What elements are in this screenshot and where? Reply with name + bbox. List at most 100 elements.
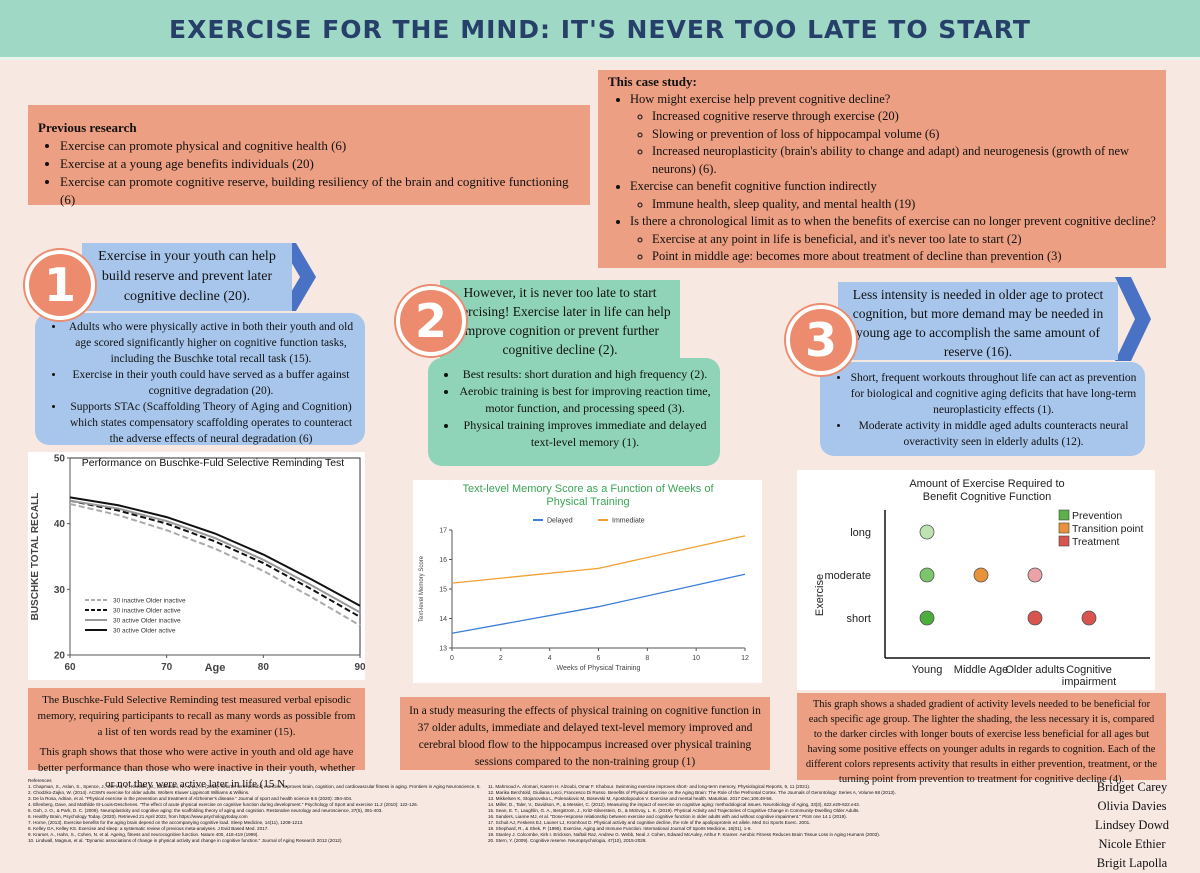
section-bullets: Short, frequent workouts throughout life…: [820, 362, 1145, 456]
y-tick-label: 40: [54, 519, 66, 530]
legend-label: Delayed: [547, 518, 573, 525]
x-tick-label: Middle Age: [953, 664, 1009, 676]
list-item: Exercise can promote physical and cognit…: [60, 137, 580, 155]
list: Exercise can promote physical and cognit…: [38, 137, 580, 209]
author: Lindsey Dowd: [1095, 818, 1169, 832]
x-axis-label: Weeks of Physical Training: [557, 665, 641, 672]
reference: 12. Marika Berchtold, Giuliana Lucci, Fr…: [488, 790, 896, 795]
sub-item: Point in middle age: becomes more about …: [652, 248, 1156, 266]
y-tick-label: short: [847, 613, 871, 625]
legend-label: 30 active Older inactive: [113, 618, 181, 625]
section-number: 3: [786, 305, 856, 375]
sub-list: Exercise at any point in life is benefic…: [630, 231, 1156, 266]
sub-item: Immune health, sleep quality, and mental…: [652, 196, 1156, 214]
list: Best results: short duration and high fr…: [436, 366, 712, 451]
point: [1027, 610, 1043, 626]
x-tick-label: 2: [499, 655, 503, 662]
reference: 5. Goh, J. O., & Park, D. C. (2009). Neu…: [28, 808, 383, 813]
reference: 16. Sanders, Lianne MJ, et al. "Dose-res…: [488, 814, 847, 819]
caption-text: The Buschke-Fuld Selective Reminding tes…: [37, 694, 356, 738]
list-item: How might exercise help prevent cognitiv…: [630, 91, 1156, 179]
reference: 8. Kelley GA, Kelley KS. Exercise and sl…: [28, 826, 269, 831]
legend-swatch: [1058, 535, 1070, 547]
item-text: How might exercise help prevent cognitiv…: [630, 91, 891, 106]
bullet: Moderate activity in middle aged adults …: [850, 418, 1137, 450]
section-bullets: Adults who were physically active in bot…: [35, 313, 365, 445]
x-tick-label: 0: [450, 655, 454, 662]
case-study: This case study: How might exercise help …: [598, 70, 1166, 268]
x-tick-label: Cognitive impairment: [1061, 664, 1117, 688]
x-tick-label: Older adults: [1005, 664, 1065, 676]
reference: 20. Stern, Y. (2009). Cognitive reserve.…: [488, 838, 647, 843]
bullet: Short, frequent workouts throughout life…: [850, 370, 1137, 418]
x-tick-label: 6: [597, 655, 601, 662]
series-line: [451, 535, 746, 584]
x-tick-label: 60: [64, 662, 76, 673]
x-tick-label: 4: [548, 655, 552, 662]
y-tick-label: moderate: [825, 570, 871, 582]
y-axis-label: BUSCHKE TOTAL RECALL: [30, 493, 41, 621]
point: [919, 610, 935, 626]
y-axis-label: Exercise: [814, 574, 826, 616]
legend-label: Prevention: [1072, 510, 1122, 522]
legend-swatch: [1058, 509, 1070, 521]
section-number: 2: [396, 286, 466, 356]
chart-panel: Performance on Buschke-Fuld Selective Re…: [28, 452, 366, 680]
author: Brigit Lapolla: [1096, 856, 1168, 870]
y-tick-label: 17: [439, 527, 447, 534]
list: Short, frequent workouts throughout life…: [828, 370, 1137, 450]
y-tick-label: 14: [439, 616, 447, 623]
reference: 9. Kramer, A., Hahn, S., Cohen, N. et al…: [28, 832, 259, 837]
x-tick-label: 8: [645, 655, 649, 662]
authors: Bridget Carey Olivia Davies Lindsey Dowd Ni…: [1082, 778, 1182, 873]
caption-text: This graph shows a shaded gradient of ac…: [805, 699, 1158, 785]
x-tick-label: 12: [741, 655, 749, 662]
section-lead: Exercise in your youth can help build re…: [82, 243, 292, 311]
legend-label: Treatment: [1072, 536, 1120, 548]
author: Olivia Davies: [1097, 799, 1167, 813]
legend-swatch: [1058, 522, 1070, 534]
section-bullets: Best results: short duration and high fr…: [428, 358, 720, 466]
legend-label: 30 active Older active: [113, 628, 176, 635]
bullet: Aerobic training is best for improving r…: [458, 383, 712, 417]
sub-item: Slowing or prevention of loss of hippoca…: [652, 126, 1156, 144]
caption: This graph shows a shaded gradient of ac…: [797, 693, 1166, 785]
chart-panel: Text-level Memory Score as a Function of…: [413, 480, 762, 683]
chart-title: Amount of Exercise Required to Benefit Co…: [909, 478, 1064, 503]
series-line: [69, 496, 361, 607]
reference: 4. Ellenberg, Dave, and Mathilde St-Loui…: [28, 802, 418, 807]
bullet: Adults who were physically active in bot…: [65, 319, 357, 367]
reference: 2. Chodzko-Zajko, W. (2014). ACSM's exer…: [28, 790, 250, 795]
chart: Amount of Exercise Required to Benefit Co…: [814, 478, 1150, 659]
series-line: [451, 573, 746, 634]
sub-item: Exercise at any point in life is benefic…: [652, 231, 1156, 249]
reference: 13. Mikkelsen K, Stojanovska L, Polenako…: [488, 796, 773, 801]
reference: 14. Miller, D., Taler, V., Davidson, P.,…: [488, 802, 860, 807]
caption-text: This graph shows that those who were act…: [37, 746, 356, 790]
reference: 6. Healthy Brain, Psychology Today. (202…: [28, 814, 248, 819]
point: [973, 567, 989, 583]
chevron: [1115, 277, 1151, 361]
chart-title: Performance on Buschke-Fuld Selective Re…: [82, 457, 345, 469]
reference: 18. Shephard, R., & Shek, P. (1995). Exe…: [488, 826, 752, 831]
reference: 7. Horne, (2013). Exercise benefits for …: [28, 820, 304, 825]
caption-text: In a study measuring the effects of phys…: [409, 705, 761, 768]
list: Adults who were physically active in bot…: [43, 319, 357, 447]
heading: Previous research: [38, 120, 137, 135]
reference: 19. Stanley J. Colcombe, Kirk I. Erickso…: [488, 832, 880, 837]
legend-label: Transition point: [1072, 523, 1143, 535]
plot-frame: [452, 530, 745, 648]
reference: 11. Mahmoud A. Alomari, Karem H. Alzoubi…: [488, 784, 811, 789]
y-tick-label: 13: [439, 645, 447, 652]
references: References 1. Chapman, S., Aslan, S., Spe…: [28, 778, 1078, 858]
x-tick-label: 90: [354, 662, 365, 673]
bullet: Exercise in their youth could have serve…: [65, 367, 357, 399]
bullet: Supports STAc (Scaffolding Theory of Agi…: [65, 399, 357, 447]
y-tick-label: 15: [439, 586, 447, 593]
x-tick-label: 80: [258, 662, 270, 673]
y-tick-label: 30: [54, 585, 66, 596]
list-item: Exercise can benefit cognitive function …: [630, 178, 1156, 213]
legend-label: 30 inactive Older inactive: [113, 598, 186, 605]
list-item: Exercise can promote cognitive reserve, …: [60, 173, 580, 209]
